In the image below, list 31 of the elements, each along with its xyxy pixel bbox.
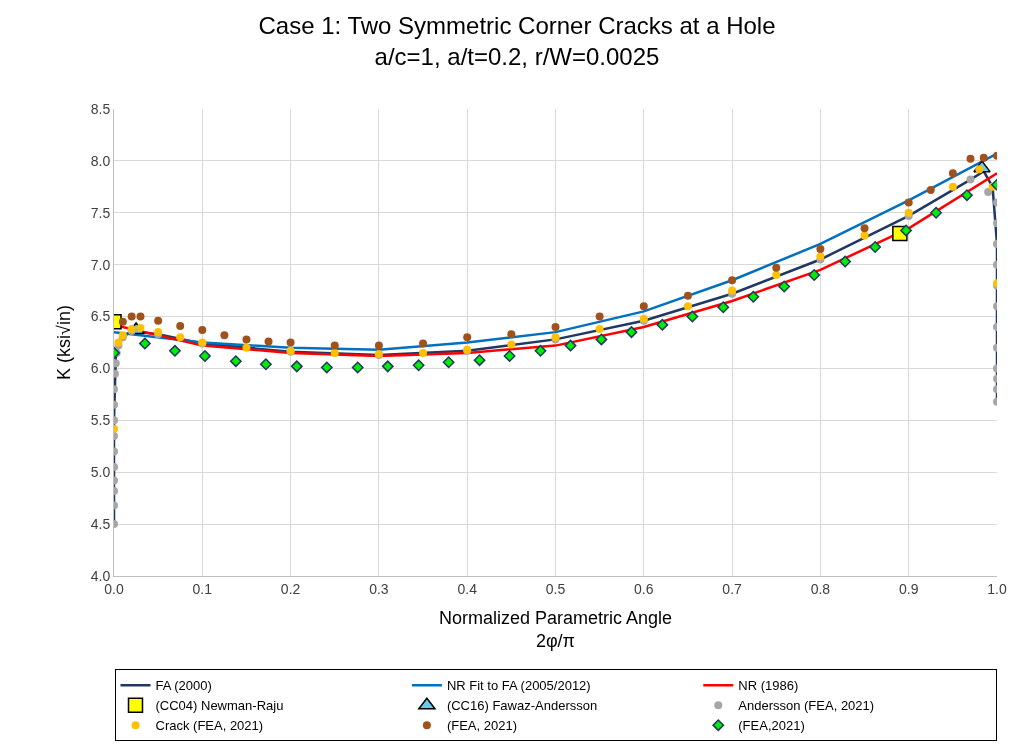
x-tick-label: 0.1 xyxy=(192,580,213,597)
x-tick-label: 0.7 xyxy=(722,580,743,597)
x-tick-label: 0.9 xyxy=(898,580,919,597)
x-tick-label: 0.2 xyxy=(280,580,301,597)
y-tick-label: 5.5 xyxy=(90,412,111,429)
x-tick-label: 1.0 xyxy=(987,580,1007,597)
legend-label: (FEA, 2021) xyxy=(446,718,517,734)
y-tick-label: 7.0 xyxy=(90,256,111,273)
y-tick-label: 6.5 xyxy=(90,308,111,325)
y-tick-label: 5.0 xyxy=(90,464,111,481)
y-axis-title: K (ksi√in) xyxy=(53,305,74,380)
y-tick-label: 6.0 xyxy=(90,360,111,377)
legend-label: NR (1986) xyxy=(738,678,799,694)
legend-label: Andersson (FEA, 2021) xyxy=(738,698,875,714)
chart-title: Case 1: Two Symmetric Corner Cracks at a Hole a/c=1, a/t=0.2, r/W=0.0025 xyxy=(258,11,776,71)
legend-label: Crack (FEA, 2021) xyxy=(155,718,264,734)
legend-label: (CC16) Fawaz-Andersson xyxy=(446,698,598,714)
y-tick-label: 4.5 xyxy=(90,516,111,533)
x-axis-title: Normalized Parametric Angle 2φ/π xyxy=(438,607,673,652)
legend-label: (CC04) Newman-Raju xyxy=(155,698,284,714)
x-tick-label: 0.3 xyxy=(369,580,389,597)
y-tick-label: 7.5 xyxy=(90,204,111,221)
y-tick-label: 8.5 xyxy=(90,100,111,117)
legend-label: NR Fit to FA (2005/2012) xyxy=(446,678,591,694)
x-tick-label: 0.8 xyxy=(810,580,831,597)
x-tick-label: 0.4 xyxy=(457,580,478,597)
y-tick-label: 8.0 xyxy=(90,152,111,169)
legend-label: FA (2000) xyxy=(155,678,212,694)
x-tick-label: 0.6 xyxy=(634,580,654,597)
legend-label: (FEA,2021) xyxy=(738,718,805,734)
x-tick-label: 0.5 xyxy=(545,580,566,597)
